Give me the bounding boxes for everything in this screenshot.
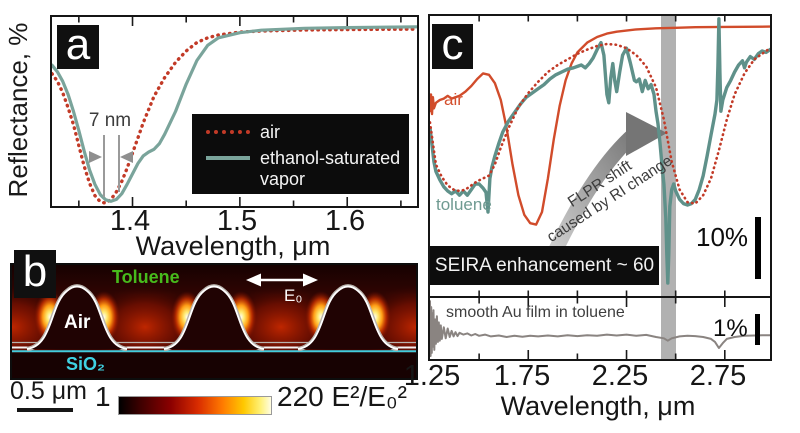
air-dotted-line-sample-icon <box>206 130 250 134</box>
legend-item-air: air <box>204 122 409 144</box>
panel-a-letter: a <box>57 23 99 69</box>
colorbar-gradient <box>118 396 272 415</box>
scale-10pct-label: 10% <box>696 222 749 252</box>
au-film-trace <box>430 300 770 357</box>
toluene-curve-label: toluene <box>436 195 492 214</box>
legend-label-vapor: ethanol-saturated vapor <box>260 147 401 190</box>
panel-b-field-map: Toluene Air SiO₂ E₀ <box>10 263 418 380</box>
panel-b-letter: b <box>14 250 56 298</box>
field-map-simulation <box>12 265 416 378</box>
annotation-line-left <box>103 135 105 197</box>
panel-a-legend: air ethanol-saturated vapor <box>192 114 409 194</box>
scale-bar-label: 0.5 μm <box>10 377 87 405</box>
highlight-band <box>661 16 676 359</box>
toluene-region-label: Toluene <box>112 267 180 287</box>
panel-a-plot: a 7 nm air ethanol-saturated vapor <box>50 15 419 208</box>
vapor-solid-curve <box>52 25 417 203</box>
panel-c-plot: c air toluene FLPR shift caused by RI ch… <box>428 14 772 361</box>
panel-a-tick-3: 1.6 <box>324 205 366 237</box>
legend-item-vapor: ethanol-saturated vapor <box>204 148 409 191</box>
vapor-solid-line-sample-icon <box>206 155 250 160</box>
panel-c-top-chart <box>430 16 770 296</box>
air-solid-curve <box>430 25 770 226</box>
subpanel-divider <box>430 296 770 298</box>
arrow-left-icon <box>120 151 133 163</box>
e0-field-label: E₀ <box>284 286 303 305</box>
toluene-fit-dotted-curve <box>430 42 770 205</box>
panel-c-tick-3: 2.25 <box>591 360 649 392</box>
sio2-region-label: SiO₂ <box>66 354 106 374</box>
e0-polarization-arrow-icon <box>246 273 318 287</box>
colorbar-max-label: 220 E²/E₀² <box>277 381 407 412</box>
panel-a-tick-1: 1.4 <box>109 205 151 237</box>
panel-a-tick-2: 1.5 <box>216 205 258 237</box>
panel-c-tick-1: 1.25 <box>403 360 461 392</box>
scale-10pct-bar-icon <box>755 217 761 279</box>
scale-bar-icon <box>17 408 73 412</box>
scale-1pct-label: 1% <box>713 315 748 342</box>
arrow-right-icon <box>89 151 102 163</box>
flpr-shift-arrow-icon <box>544 112 667 266</box>
air-curve-label: air <box>444 90 463 109</box>
au-film-trace-label: smooth Au film in toluene <box>446 304 625 321</box>
air-region-label: Air <box>64 312 91 333</box>
panel-c-letter: c <box>432 22 473 69</box>
panel-c-x-axis-label: Wavelength, μm <box>500 391 696 421</box>
panel-a-y-axis-label: Reflectance, % <box>3 22 33 198</box>
panel-c-bottom-chart <box>430 298 770 359</box>
panel-c-tick-2: 1.75 <box>493 360 551 392</box>
annotation-line-right <box>118 135 120 192</box>
panel-a-x-axis-label: Wavelength, μm <box>135 231 331 261</box>
legend-label-air: air <box>260 122 281 142</box>
panel-c-tick-4: 2.75 <box>689 360 747 392</box>
shift-annotation-7nm: 7 nm <box>88 110 132 131</box>
colorbar-min-label: 1 <box>95 381 111 412</box>
scale-1pct-bar-icon <box>755 314 760 345</box>
seira-enhancement-note: SEIRA enhancement ~ 60 <box>430 246 659 285</box>
